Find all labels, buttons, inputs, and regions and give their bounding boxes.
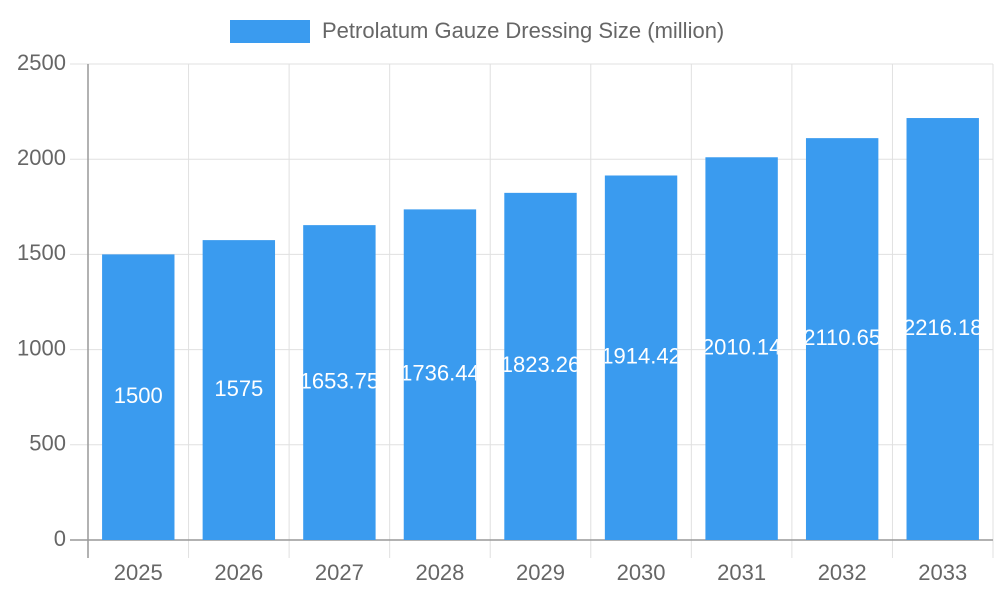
bar [303,225,376,540]
value-label: 2010.14 [702,334,782,359]
x-tick-label: 2026 [214,560,263,585]
value-label: 2110.65 [803,325,881,350]
bar [202,240,276,540]
value-label: 2216.18 [903,315,983,340]
value-label: 1575 [214,376,263,401]
bar [604,175,678,540]
value-label: 1914.42 [601,344,681,369]
x-tick-label: 2028 [415,560,464,585]
x-tick-label: 2030 [617,560,666,585]
legend-swatch [230,20,310,43]
value-label: 1823.26 [501,352,581,377]
y-tick-label: 1000 [17,335,66,360]
x-tick-label: 2029 [516,560,565,585]
bar [805,138,879,540]
x-tick-label: 2032 [818,560,867,585]
legend-label: Petrolatum Gauze Dressing Size (million) [322,18,724,43]
y-tick-label: 1500 [17,240,66,265]
bar [403,209,477,540]
bar [705,157,778,540]
y-tick-label: 2500 [17,50,66,75]
x-tick-label: 2025 [114,560,163,585]
bar [102,254,175,540]
y-tick-label: 2000 [17,145,66,170]
value-label: 1500 [114,383,163,408]
y-tick-label: 0 [54,526,66,551]
x-tick-label: 2033 [918,560,967,585]
x-tick-label: 2027 [315,560,364,585]
value-label: 1736.44 [400,361,480,386]
bar [906,118,979,540]
x-tick-label: 2031 [717,560,766,585]
y-tick-label: 500 [29,431,66,456]
bar [504,192,577,540]
value-label: 1653.75 [300,368,380,393]
